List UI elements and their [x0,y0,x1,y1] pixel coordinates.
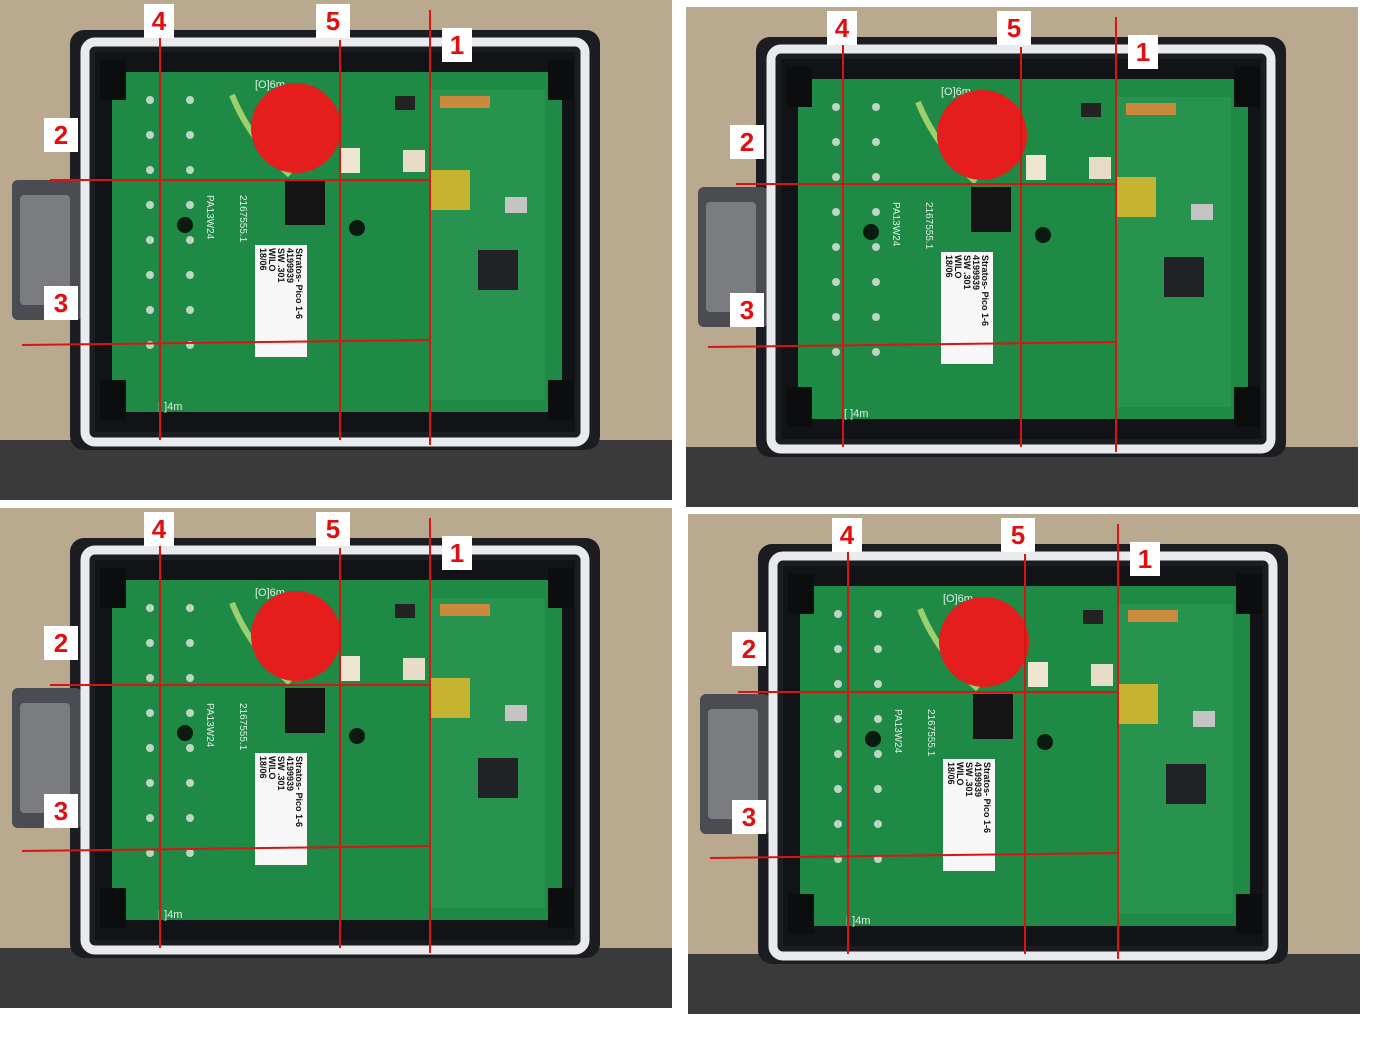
microcontroller-chip [1166,764,1206,804]
white-frame [80,37,590,447]
marker-label-2: 2 [732,632,766,666]
sticker-line: 18/06 [258,248,268,271]
pcb-mark-side-b: PA13W24 [890,202,901,247]
photo-panel-bottom-left: [O]6m[ ]4m 2167555.1 PA13W24 Stratos- Pico … [0,508,672,1008]
guide-line-3 [707,341,1117,348]
pcb-mark-side-b: PA13W24 [204,195,215,240]
sticker-line: 4199939 [971,255,981,290]
pcb-mark-side-a: 2167555.1 [237,703,248,751]
marker-label-2: 2 [44,626,78,660]
microcontroller-chip [478,758,518,798]
sticker-line: 4199939 [973,762,983,797]
guide-line-3 [21,845,431,852]
product-sticker [255,245,307,357]
photo-panel-top-left: [O]6m[ ]4m 2167555.1 PA13W24 Stratos- Pico … [0,0,672,500]
sticker-line: WILO [267,248,277,272]
guide-line-3 [709,852,1119,859]
marker-label-4: 4 [144,512,174,546]
marker-label-4: 4 [832,518,862,552]
red-circle-marker [251,83,341,173]
rectifier-chip [285,180,325,225]
sticker-line: SW .301 [962,255,972,290]
sticker-line: Stratos- Pico 1-6 [980,255,990,326]
red-circle-marker [939,597,1029,687]
sticker-line: Stratos- Pico 1-6 [982,762,992,833]
rectifier-chip [973,694,1013,739]
pcb-mark-side-b: PA13W24 [892,709,903,754]
sticker-line: SW .301 [276,756,286,791]
rectifier-chip [971,187,1011,232]
marker-label-2: 2 [44,118,78,152]
marker-label-3: 3 [44,286,78,320]
sticker-line: 18/06 [944,255,954,278]
pcb-mark-bottom: [ ]4m [158,401,182,413]
sticker-line: WILO [955,762,965,786]
guide-line-3 [21,339,431,346]
product-sticker [255,753,307,865]
marker-label-1: 1 [1130,542,1160,576]
marker-label-5: 5 [1001,518,1035,552]
sticker-line: Stratos- Pico 1-6 [294,756,304,827]
marker-label-4: 4 [827,11,857,45]
microcontroller-chip [478,250,518,290]
marker-label-1: 1 [1128,35,1158,69]
marker-label-1: 1 [442,536,472,570]
pcb-mark-bottom: [ ]4m [158,909,182,921]
marker-label-5: 5 [316,512,350,546]
sticker-line: 4199939 [285,248,295,283]
pcb-mark-side-a: 2167555.1 [237,195,248,243]
photo-panel-bottom-right: [O]6m[ ]4m 2167555.1 PA13W24 Stratos- Pico … [688,514,1360,1014]
marker-label-3: 3 [730,293,764,327]
red-circle-marker [251,591,341,681]
sticker-line: WILO [953,255,963,279]
product-sticker [943,759,995,871]
sticker-line: Stratos- Pico 1-6 [294,248,304,319]
marker-label-5: 5 [316,4,350,38]
pcb-mark-bottom: [ ]4m [846,915,870,927]
marker-label-3: 3 [44,794,78,828]
pcb-mark-bottom: [ ]4m [844,408,868,420]
sticker-line: 18/06 [258,756,268,779]
red-circle-marker [937,90,1027,180]
pcb-mark-side-a: 2167555.1 [923,202,934,250]
rectifier-chip [285,688,325,733]
sticker-line: SW .301 [964,762,974,797]
pcb-mark-side-b: PA13W24 [204,703,215,748]
sticker-line: 4199939 [285,756,295,791]
white-frame [80,545,590,955]
marker-label-2: 2 [730,125,764,159]
sticker-line: SW .301 [276,248,286,283]
photo-panel-top-right: [O]6m[ ]4m 2167555.1 PA13W24 Stratos- Pico … [686,7,1358,507]
pcb-mark-side-a: 2167555.1 [925,709,936,757]
marker-label-5: 5 [997,11,1031,45]
marker-label-1: 1 [442,28,472,62]
marker-label-4: 4 [144,4,174,38]
marker-label-3: 3 [732,800,766,834]
product-sticker [941,252,993,364]
white-frame [768,551,1278,961]
microcontroller-chip [1164,257,1204,297]
sticker-line: WILO [267,756,277,780]
sticker-line: 18/06 [946,762,956,785]
